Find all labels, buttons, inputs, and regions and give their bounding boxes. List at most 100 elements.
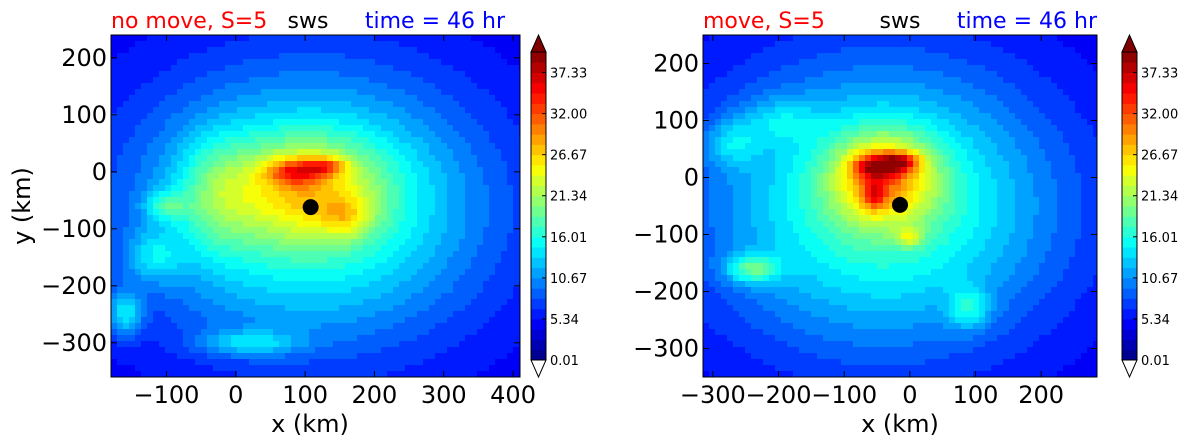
- heatmap-cell: [417, 47, 424, 54]
- heatmap-cell: [1057, 101, 1064, 108]
- heatmap-cell: [171, 365, 178, 372]
- heatmap-cell: [195, 227, 202, 234]
- heatmap-cell: [279, 119, 286, 126]
- heatmap-cell: [387, 125, 394, 132]
- heatmap-cell: [195, 173, 202, 180]
- heatmap-cell: [865, 59, 872, 66]
- colorbar-segment: [531, 206, 546, 217]
- heatmap-cell: [279, 59, 286, 66]
- heatmap-cell: [315, 257, 322, 264]
- heatmap-cell: [477, 113, 484, 120]
- heatmap-cell: [165, 191, 172, 198]
- heatmap-cell: [237, 269, 244, 276]
- heatmap-cell: [405, 53, 412, 60]
- heatmap-cell: [435, 125, 442, 132]
- heatmap-cell: [333, 65, 340, 72]
- heatmap-cell: [405, 191, 412, 198]
- heatmap-cell: [967, 113, 974, 120]
- heatmap-cell: [483, 107, 490, 114]
- heatmap-cell: [345, 341, 352, 348]
- heatmap-cell: [183, 227, 190, 234]
- heatmap-cell: [291, 239, 298, 246]
- heatmap-cell: [207, 335, 214, 342]
- heatmap-cell: [189, 143, 196, 150]
- heatmap-cell: [411, 137, 418, 144]
- heatmap-cell: [333, 47, 340, 54]
- heatmap-cell: [147, 197, 154, 204]
- heatmap-cell: [877, 65, 884, 72]
- heatmap-cell: [177, 311, 184, 318]
- heatmap-cell: [147, 41, 154, 48]
- heatmap-cell: [285, 65, 292, 72]
- heatmap-cell: [351, 221, 358, 228]
- heatmap-cell: [405, 323, 412, 330]
- heatmap-cell: [399, 341, 406, 348]
- heatmap-cell: [153, 203, 160, 210]
- heatmap-cell: [435, 287, 442, 294]
- heatmap-cell: [901, 113, 908, 120]
- heatmap-cell: [279, 287, 286, 294]
- heatmap-cell: [189, 101, 196, 108]
- heatmap-cell: [399, 131, 406, 138]
- heatmap-cell: [399, 83, 406, 90]
- heatmap-cell: [267, 275, 274, 282]
- heatmap-cell: [231, 329, 238, 336]
- heatmap-cell: [141, 83, 148, 90]
- heatmap-cell: [811, 71, 818, 78]
- heatmap-cell: [411, 59, 418, 66]
- heatmap-cell: [291, 251, 298, 258]
- heatmap-cell: [111, 263, 118, 270]
- heatmap-cell: [339, 317, 346, 324]
- heatmap-cell: [327, 245, 334, 252]
- heatmap-cell: [703, 101, 710, 108]
- heatmap-cell: [369, 335, 376, 342]
- heatmap-cell: [1045, 41, 1052, 48]
- heatmap-cell: [1039, 101, 1046, 108]
- heatmap-cell: [513, 83, 520, 90]
- heatmap-cell: [459, 167, 466, 174]
- heatmap-cell: [775, 47, 782, 54]
- heatmap-cell: [889, 113, 896, 120]
- heatmap-cell: [943, 35, 950, 42]
- heatmap-cell: [471, 203, 478, 210]
- heatmap-cell: [1069, 35, 1076, 42]
- heatmap-cell: [309, 353, 316, 360]
- heatmap-cell: [267, 95, 274, 102]
- heatmap-cell: [177, 227, 184, 234]
- heatmap-cell: [357, 305, 364, 312]
- heatmap-cell: [381, 233, 388, 240]
- heatmap-cell: [817, 119, 824, 126]
- heatmap-cell: [889, 53, 896, 60]
- heatmap-cell: [171, 137, 178, 144]
- heatmap-cell: [459, 143, 466, 150]
- heatmap-cell: [429, 281, 436, 288]
- heatmap-cell: [129, 257, 136, 264]
- heatmap-cell: [483, 257, 490, 264]
- heatmap-cell: [483, 365, 490, 372]
- heatmap-cell: [357, 137, 364, 144]
- heatmap-cell: [243, 245, 250, 252]
- heatmap-cell: [159, 359, 166, 366]
- heatmap-cell: [135, 371, 142, 377]
- heatmap-cell: [417, 89, 424, 96]
- heatmap-cell: [715, 119, 722, 126]
- heatmap-cell: [135, 269, 142, 276]
- heatmap-cell: [733, 77, 740, 84]
- heatmap-cell: [823, 101, 830, 108]
- heatmap-cell: [453, 107, 460, 114]
- heatmap-cell: [393, 257, 400, 264]
- heatmap-cell: [393, 287, 400, 294]
- heatmap-cell: [453, 287, 460, 294]
- heatmap-cell: [243, 107, 250, 114]
- heatmap-cell: [153, 149, 160, 156]
- heatmap-cell: [189, 89, 196, 96]
- heatmap-cell: [405, 335, 412, 342]
- heatmap-cell: [459, 287, 466, 294]
- heatmap-cell: [201, 119, 208, 126]
- heatmap-cell: [315, 59, 322, 66]
- heatmap-cell: [381, 113, 388, 120]
- heatmap-cell: [1075, 113, 1082, 120]
- heatmap-cell: [189, 65, 196, 72]
- heatmap-cell: [141, 341, 148, 348]
- heatmap-cell: [111, 323, 118, 330]
